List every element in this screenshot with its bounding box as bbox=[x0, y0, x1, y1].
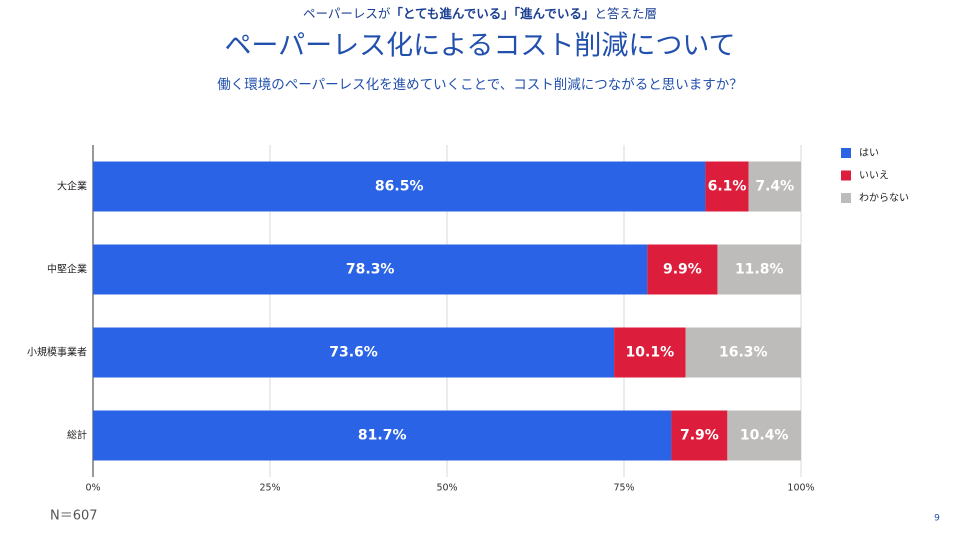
data-label: 81.7% bbox=[358, 428, 407, 444]
bar-segment bbox=[93, 244, 648, 295]
supertitle-part: 「とても進んでいる」「進んでいる」 bbox=[390, 6, 594, 21]
y-tick-label: 大企業 bbox=[57, 180, 87, 193]
sample-size: N＝607 bbox=[50, 509, 98, 524]
data-label: 7.9% bbox=[680, 428, 719, 444]
legend-swatch bbox=[841, 170, 851, 181]
data-label: 78.3% bbox=[346, 262, 395, 278]
bar-segment bbox=[748, 161, 801, 212]
bar-segment bbox=[647, 244, 718, 295]
supertitle: ペーパーレスが「とても進んでいる」「進んでいる」と答えた層 bbox=[303, 6, 657, 21]
bar-segment bbox=[93, 327, 615, 378]
x-tick-label: 25% bbox=[259, 483, 280, 494]
data-label: 73.6% bbox=[329, 345, 378, 361]
bar-segment bbox=[671, 410, 728, 461]
y-tick-label: 小規模事業者 bbox=[27, 346, 87, 359]
y-tick-label: 中堅企業 bbox=[47, 263, 87, 276]
legend-swatch bbox=[841, 148, 851, 158]
x-tick-label: 75% bbox=[613, 483, 634, 494]
supertitle-part: ペーパーレスが bbox=[303, 6, 391, 21]
bar-segment bbox=[717, 244, 801, 295]
data-label: 86.5% bbox=[375, 179, 424, 195]
bar-segment bbox=[93, 161, 706, 212]
data-label: 10.1% bbox=[626, 345, 675, 361]
legend-label: わからない bbox=[859, 192, 909, 204]
bar-segment bbox=[705, 161, 749, 212]
supertitle-part: と答えた層 bbox=[594, 6, 657, 21]
legend-label: いいえ bbox=[859, 170, 889, 182]
data-label: 16.3% bbox=[719, 345, 768, 361]
y-tick-label: 総計 bbox=[67, 429, 87, 442]
x-tick-label: 0% bbox=[85, 483, 100, 494]
x-tick-label: 100% bbox=[787, 483, 814, 494]
question: 働く環境のペーパーレス化を進めていくことで、コスト削減につながると思いますか？ bbox=[217, 76, 742, 93]
bar-segment bbox=[93, 410, 672, 461]
chart: 0% 25% 50% 75% 100% 大企業 86.5% 6.1% 7.4% 中堅企業 78.3%… bbox=[27, 145, 909, 494]
x-tick-label: 50% bbox=[436, 483, 457, 494]
legend-swatch bbox=[841, 193, 851, 203]
bar-segment bbox=[727, 410, 801, 461]
bar-segment bbox=[685, 327, 801, 378]
page-number: 9 bbox=[934, 514, 940, 524]
data-label: 9.9% bbox=[663, 262, 702, 278]
data-label: 11.8% bbox=[735, 262, 784, 278]
data-label: 7.4% bbox=[755, 179, 794, 195]
data-label: 6.1% bbox=[708, 179, 747, 195]
bar-segment bbox=[614, 327, 686, 378]
data-label: 10.4% bbox=[740, 428, 789, 444]
legend-label: はい bbox=[859, 147, 879, 159]
title: ペーパーレス化によるコスト削減について bbox=[224, 31, 735, 62]
